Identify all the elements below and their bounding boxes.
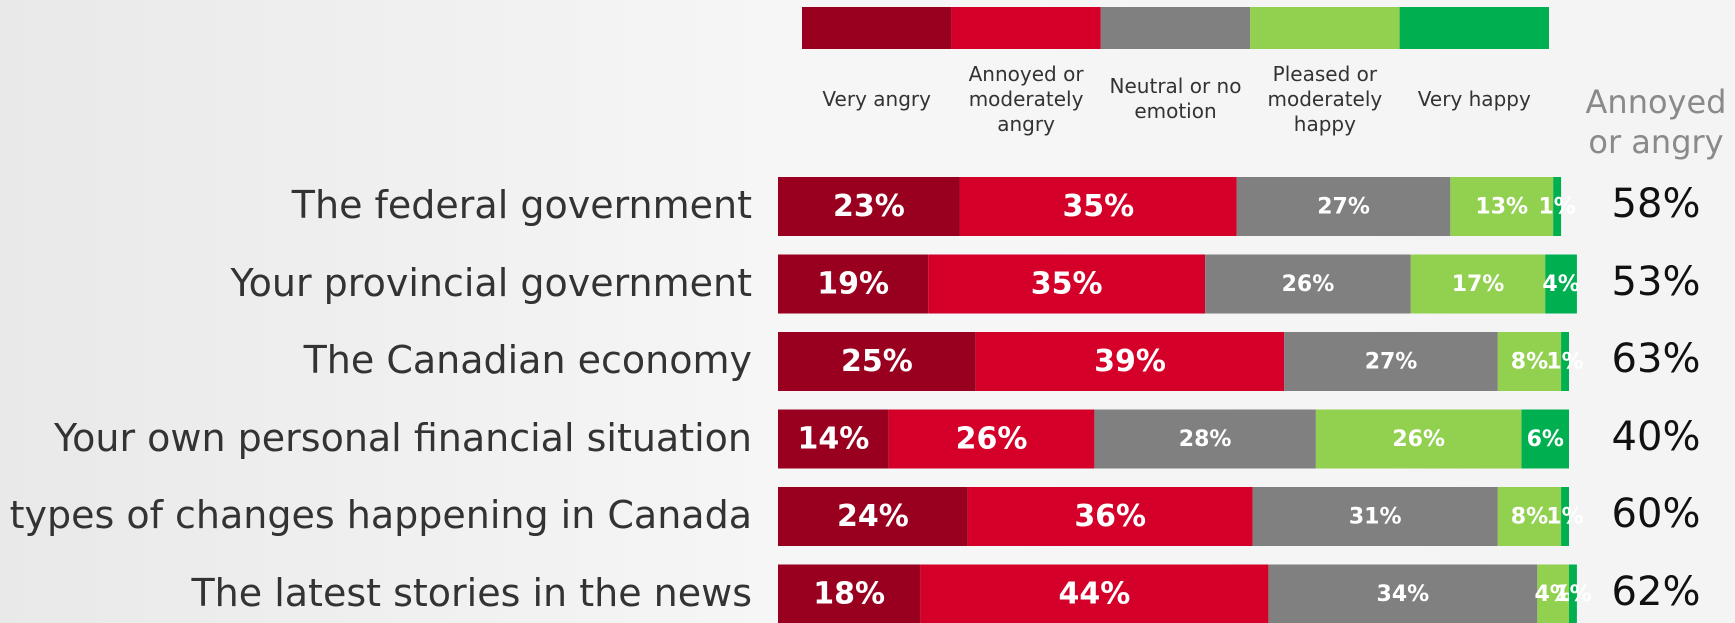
value-label: 14% [797,422,869,457]
legend-label: Annoyed or moderately angry [968,61,1084,136]
bar-segment [1205,254,1411,314]
bar-segment [778,564,921,623]
bar-segment [1521,409,1569,469]
value-label: 1% [1538,195,1575,220]
bar-segment [778,332,976,391]
value-label: 18% [813,577,885,612]
bar-segment [967,487,1253,546]
bar-segment [778,177,960,236]
legend-swatch [951,7,1101,49]
category-label: Your provincial government [230,260,752,305]
value-label: 25% [841,344,913,379]
value-label: 8% [1511,350,1548,375]
value-label: 26% [1282,272,1335,297]
value-label: 1% [1546,350,1583,375]
bar-segment [1553,177,1562,236]
value-label: 26% [956,422,1028,457]
value-label: 34% [1377,582,1430,607]
value-label: 36% [1074,499,1146,534]
value-label: 39% [1094,344,1166,379]
total-value: 40% [1611,413,1701,460]
legend-swatch [1250,7,1400,49]
bar-segment [1569,564,1577,623]
bar-segment [959,177,1237,236]
value-label: 24% [837,499,909,534]
value-label: 13% [1475,195,1528,220]
category-label: Your own personal financial situation [53,415,752,460]
bar-segment [1561,487,1569,546]
bar-segment [1252,487,1498,546]
value-label: 4% [1542,272,1579,297]
bar-segment [1497,332,1562,391]
total-value: 53% [1611,258,1701,305]
value-label: 1% [1554,582,1591,607]
value-label: 23% [833,189,905,224]
value-label: 27% [1317,195,1370,220]
bar-segment [1537,564,1569,623]
legend-label: Pleased or moderately happy [1267,61,1383,136]
total-value: 58% [1611,181,1701,227]
bar-segment [778,409,889,469]
bar-segment [975,332,1285,391]
category-label: The federal government [291,183,752,227]
legend-label: Very angry [822,86,931,111]
bar-segment [778,254,929,314]
bar-segment [1268,564,1538,623]
bar-segment [1284,332,1498,391]
legend-swatch [1399,7,1549,49]
category-label: The Canadian economy [303,338,752,382]
value-label: 28% [1179,427,1232,452]
value-label: 35% [1031,267,1103,302]
value-label: 31% [1349,505,1402,530]
value-label: 19% [817,267,889,302]
bar-segment [1450,177,1554,236]
bar-segment [1545,254,1577,314]
total-value: 62% [1611,568,1701,615]
value-label: 17% [1452,272,1505,297]
total-value: 60% [1611,491,1701,537]
legend-label: Neutral or no emotion [1109,74,1242,123]
bar-segment [1236,177,1451,236]
value-label: 4% [1535,582,1572,607]
bar-segment [1410,254,1546,314]
total-header: Annoyed or angry [1585,83,1727,161]
value-label: 44% [1058,577,1130,612]
category-label: The types of changes happening in Canada [0,493,752,537]
bar-segment [1094,409,1316,469]
category-label: The latest stories in the news [191,570,752,615]
total-value: 63% [1611,336,1701,382]
bar-segment [920,564,1269,623]
bar-segment [1561,332,1569,391]
value-label: 35% [1062,189,1134,224]
value-label: 1% [1546,505,1583,530]
bar-segment [1497,487,1562,546]
value-label: 26% [1392,427,1445,452]
bar-segment [778,487,968,546]
bar-segment [888,409,1095,469]
value-label: 6% [1527,427,1564,452]
legend-label: Very happy [1417,86,1531,111]
legend-swatch [802,7,952,49]
value-label: 27% [1365,350,1418,375]
bar-segment [928,254,1206,314]
bar-segment [1315,409,1522,469]
value-label: 8% [1511,505,1548,530]
legend-swatch [1100,7,1251,49]
